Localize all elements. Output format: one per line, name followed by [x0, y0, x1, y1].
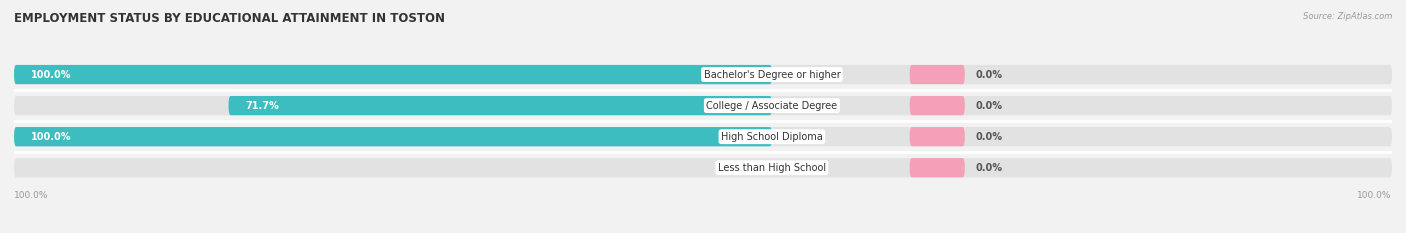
FancyBboxPatch shape — [14, 96, 1392, 115]
Text: 100.0%: 100.0% — [1357, 191, 1392, 200]
Text: High School Diploma: High School Diploma — [721, 132, 823, 142]
Text: 0.0%: 0.0% — [724, 163, 751, 173]
FancyBboxPatch shape — [14, 65, 1392, 84]
FancyBboxPatch shape — [14, 65, 772, 84]
FancyBboxPatch shape — [14, 127, 1392, 146]
Text: 0.0%: 0.0% — [976, 101, 1002, 111]
Text: Source: ZipAtlas.com: Source: ZipAtlas.com — [1302, 12, 1392, 21]
FancyBboxPatch shape — [910, 127, 965, 146]
Text: EMPLOYMENT STATUS BY EDUCATIONAL ATTAINMENT IN TOSTON: EMPLOYMENT STATUS BY EDUCATIONAL ATTAINM… — [14, 12, 446, 25]
FancyBboxPatch shape — [14, 127, 772, 146]
FancyBboxPatch shape — [14, 158, 1392, 177]
Text: 100.0%: 100.0% — [31, 70, 72, 79]
Text: Less than High School: Less than High School — [718, 163, 825, 173]
FancyBboxPatch shape — [910, 158, 965, 177]
Text: College / Associate Degree: College / Associate Degree — [706, 101, 838, 111]
Text: 0.0%: 0.0% — [976, 163, 1002, 173]
Text: 71.7%: 71.7% — [246, 101, 280, 111]
FancyBboxPatch shape — [910, 65, 965, 84]
Text: 100.0%: 100.0% — [31, 132, 72, 142]
FancyBboxPatch shape — [910, 96, 965, 115]
Text: 0.0%: 0.0% — [976, 70, 1002, 79]
FancyBboxPatch shape — [229, 96, 772, 115]
Text: 0.0%: 0.0% — [976, 132, 1002, 142]
Text: Bachelor's Degree or higher: Bachelor's Degree or higher — [703, 70, 841, 79]
Text: 100.0%: 100.0% — [14, 191, 49, 200]
